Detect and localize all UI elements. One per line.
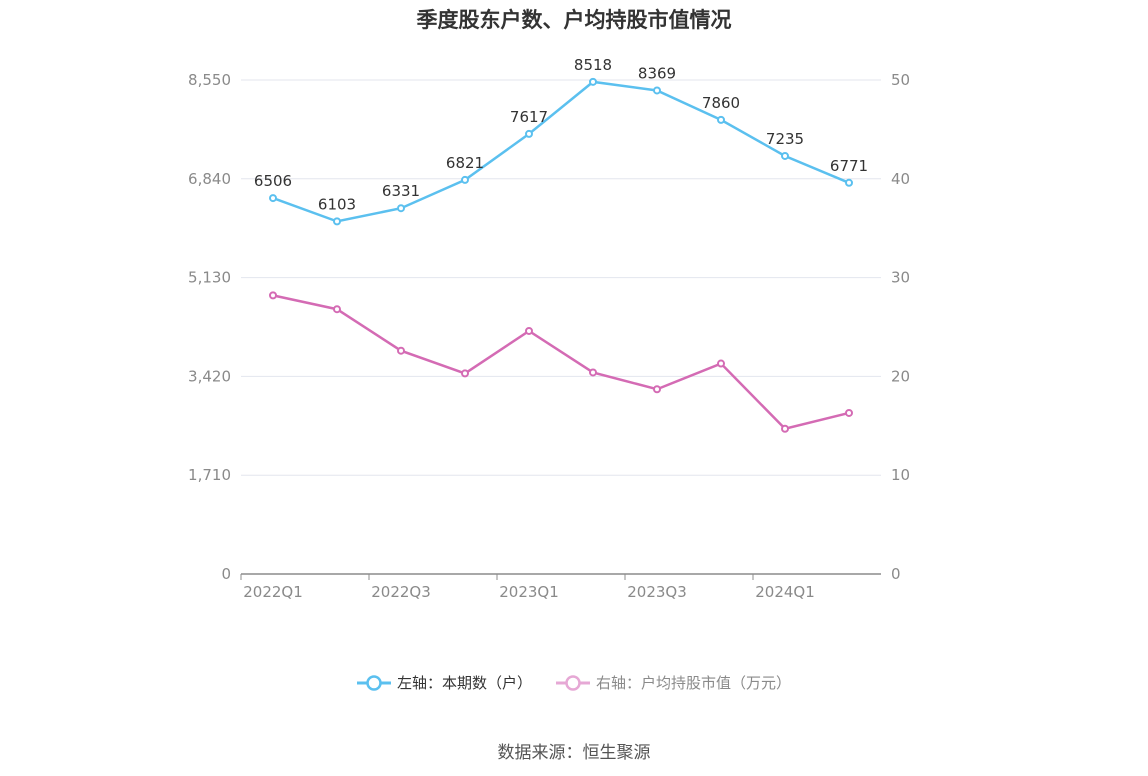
data-point-right — [845, 408, 853, 417]
grid-lines — [241, 79, 881, 476]
data-point-left — [525, 129, 533, 138]
data-labels: 6506 6103 6331 6821 7617 8518 8369 7860 7235 6771 — [254, 56, 868, 214]
data-point-right — [653, 385, 661, 394]
chart-title: 季度股东户数、户均持股市值情况 — [416, 8, 732, 32]
legend-pink-line-icon — [556, 674, 590, 691]
data-point-left — [397, 204, 405, 213]
data-point-left — [781, 151, 789, 160]
x-axis-tick-label: 2024Q1 — [755, 583, 815, 601]
left-axis-tick-label: 5,130 — [188, 269, 231, 287]
left-axis-tick-label: 6,840 — [188, 170, 231, 188]
left-axis-tick-label: 0 — [221, 565, 231, 583]
x-axis-tick-label: 2022Q3 — [371, 583, 431, 601]
data-label: 8369 — [638, 64, 676, 82]
legend-right-label: 右轴：户均持股市值（万元） — [596, 674, 792, 692]
legend-item-right-series[interactable]: 右轴：户均持股市值（万元） — [556, 672, 791, 693]
data-point-left — [845, 178, 853, 187]
data-point-right — [589, 368, 597, 377]
series-lines — [269, 77, 853, 433]
data-point-right — [781, 424, 789, 433]
right-axis-tick-label: 40 — [891, 170, 910, 188]
data-point-left — [461, 175, 469, 184]
data-label: 6506 — [254, 172, 292, 190]
legend-left-label: 左轴：本期数（户） — [396, 674, 532, 692]
data-point-right — [269, 291, 277, 300]
x-axis-tick-label: 2023Q3 — [627, 583, 687, 601]
left-axis-tick-label: 3,420 — [188, 367, 231, 385]
data-label: 6103 — [318, 195, 356, 213]
x-axis-tick-label: 2022Q1 — [243, 583, 303, 601]
data-point-right — [525, 326, 533, 335]
left-axis-tick-label: 1,710 — [188, 466, 231, 484]
right-axis-tick-label: 20 — [891, 367, 910, 385]
source-note: 数据来源：恒生聚源 — [497, 743, 651, 763]
right-axis-tick-label: 30 — [891, 269, 910, 287]
data-label: 7617 — [510, 108, 548, 126]
data-point-right — [717, 359, 725, 368]
data-point-left — [717, 115, 725, 124]
data-label: 7860 — [702, 94, 740, 112]
right-axis-tick-label: 0 — [891, 565, 901, 583]
axes: 0 0 1,710 10 3,420 20 5,130 30 6,840 40 8,550 50 202… — [188, 71, 910, 601]
x-axis-tick-label: 2023Q1 — [499, 583, 559, 601]
left-axis-tick-label: 8,550 — [188, 71, 231, 89]
series-line-right — [272, 294, 850, 431]
data-label: 7235 — [766, 130, 804, 148]
right-axis-tick-label: 10 — [891, 466, 910, 484]
data-point-left — [589, 77, 597, 86]
legend: 左轴：本期数（户） 右轴：户均持股市值（万元） — [0, 672, 1148, 693]
legend-item-left-series[interactable]: 左轴：本期数（户） — [356, 672, 532, 693]
data-label: 6821 — [446, 154, 484, 172]
data-point-left — [269, 194, 277, 203]
data-point-right — [333, 305, 341, 314]
series-line-left — [272, 80, 850, 223]
legend-blue-line-icon — [356, 674, 391, 691]
data-point-right — [397, 346, 405, 355]
right-axis-tick-label: 50 — [891, 71, 910, 89]
data-label: 8518 — [574, 56, 612, 74]
data-label: 6771 — [830, 157, 868, 175]
data-point-left — [333, 217, 341, 226]
data-point-left — [653, 86, 661, 95]
data-point-right — [461, 369, 469, 378]
data-label: 6331 — [382, 182, 420, 200]
